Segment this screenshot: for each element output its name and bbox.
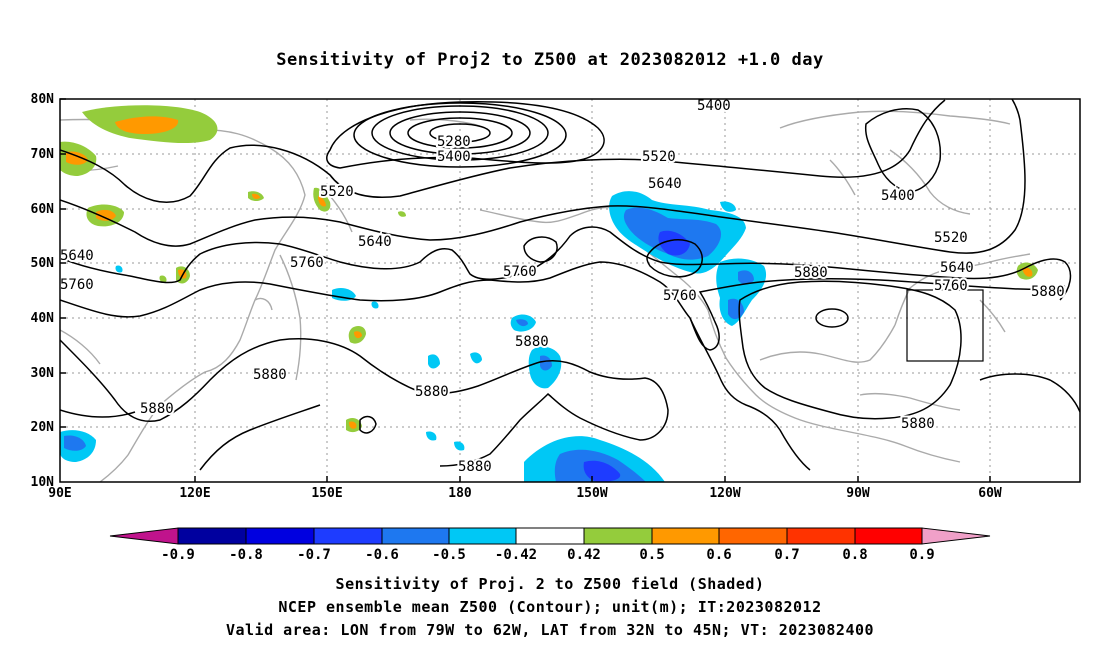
contour-label: 5640 (648, 176, 682, 192)
colorbar-swatch (448, 527, 517, 545)
z500-contours (60, 99, 1080, 471)
colorbar-swatch (245, 527, 315, 545)
sensitivity-shading (60, 105, 1038, 482)
contour-label: 5520 (320, 184, 354, 200)
caption-contour: NCEP ensemble mean Z500 (Contour); unit(… (278, 598, 822, 616)
colorbar-label: 0.42 (567, 547, 601, 563)
lat-label: 60N (30, 202, 54, 217)
colorbar-label: -0.7 (297, 547, 331, 563)
lat-label: 50N (30, 256, 54, 271)
coastlines (60, 110, 1031, 482)
colorbar (109, 527, 991, 545)
lon-label: 180 (448, 486, 472, 501)
lat-label: 40N (30, 311, 54, 326)
contour-label: 5880 (140, 401, 174, 417)
colorbar-swatch (921, 527, 991, 545)
lon-label: 120W (709, 486, 741, 501)
map-title: Sensitivity of Proj2 to Z500 at 20230820… (276, 50, 824, 70)
contour-label: 5640 (358, 234, 392, 250)
colorbar-label: 0.9 (909, 547, 934, 563)
contour-label: 5400 (437, 149, 471, 165)
colorbar-swatch (718, 527, 788, 545)
contour-label: 5400 (881, 188, 915, 204)
caption-valid-area: Valid area: LON from 79W to 62W, LAT fro… (225, 621, 875, 639)
colorbar-label: 0.5 (639, 547, 664, 563)
contour-label: 5880 (901, 416, 935, 432)
contour-label: 5520 (642, 149, 676, 165)
lon-label: 150E (311, 486, 343, 501)
lat-label: 20N (30, 420, 54, 435)
contour-label: 5280 (437, 134, 471, 150)
lon-label: 150W (576, 486, 608, 501)
colorbar-label: -0.5 (432, 547, 466, 563)
contour-label: 5640 (60, 248, 94, 264)
colorbar-swatch (786, 527, 856, 545)
contour-label: 5880 (415, 384, 449, 400)
colorbar-swatch (515, 527, 585, 545)
contour-label: 5760 (60, 277, 94, 293)
contour-label: 5760 (934, 278, 968, 294)
contour-label: 5880 (458, 459, 492, 475)
lat-label: 30N (30, 366, 54, 381)
colorbar-swatch (651, 527, 720, 545)
contour-label: 5760 (503, 264, 537, 280)
lat-label: 80N (30, 92, 54, 107)
caption-shading: Sensitivity of Proj. 2 to Z500 field (Sh… (335, 575, 765, 593)
colorbar-swatch (854, 527, 923, 545)
valid-area-box (906, 289, 984, 362)
colorbar-label: -0.9 (161, 547, 195, 563)
colorbar-label: -0.8 (229, 547, 263, 563)
colorbar-label: -0.6 (365, 547, 399, 563)
map-frame (59, 98, 1081, 483)
contour-label: 5760 (663, 288, 697, 304)
lon-label: 60W (978, 486, 1002, 501)
colorbar-swatch (313, 527, 383, 545)
contour-label: 5880 (1031, 284, 1065, 300)
colorbar-label: 0.6 (706, 547, 731, 563)
contour-label: 5760 (290, 255, 324, 271)
lon-label: 90W (846, 486, 870, 501)
lon-label: 120E (179, 486, 211, 501)
contour-label: 5400 (697, 98, 731, 114)
colorbar-label: -0.42 (495, 547, 537, 563)
lat-label: 10N (30, 475, 54, 490)
contour-label: 5640 (940, 260, 974, 276)
colorbar-label: 0.7 (774, 547, 799, 563)
lon-label: 90E (48, 486, 72, 501)
contour-label: 5520 (934, 230, 968, 246)
colorbar-label: 0.8 (842, 547, 867, 563)
contour-label: 5880 (794, 265, 828, 281)
colorbar-swatch (109, 527, 179, 545)
colorbar-swatch (177, 527, 247, 545)
contour-label: 5880 (253, 367, 287, 383)
colorbar-swatch (381, 527, 450, 545)
colorbar-swatch (583, 527, 653, 545)
gridlines (60, 99, 1080, 482)
lat-label: 70N (30, 147, 54, 162)
contour-label: 5880 (515, 334, 549, 350)
